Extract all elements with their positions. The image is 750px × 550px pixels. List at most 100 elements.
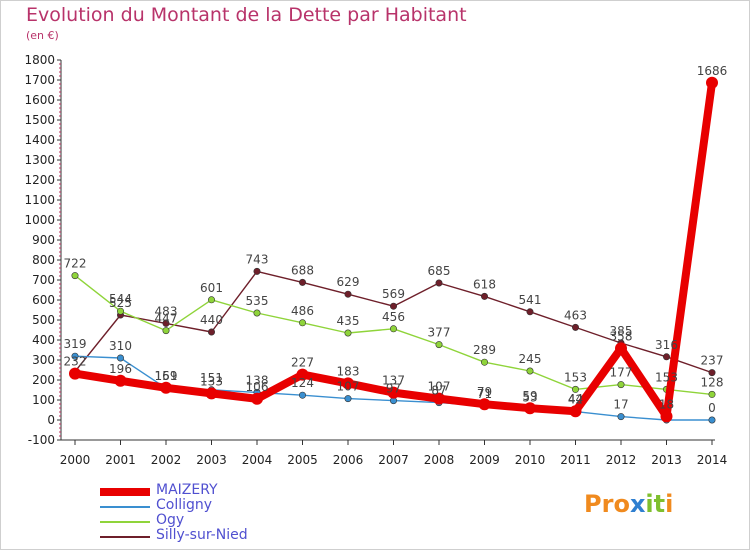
- data-point-maizery: [433, 392, 445, 405]
- data-label-ogy: 153: [655, 370, 678, 384]
- data-label-colligny: 107: [337, 380, 360, 394]
- data-label-ogy: 535: [246, 294, 269, 308]
- y-tick-label: 1100: [24, 193, 55, 207]
- data-point-silly-sur-nied: [435, 279, 443, 287]
- data-label-maizery: 137: [382, 374, 405, 388]
- logo-letter: o: [613, 490, 630, 518]
- data-label-ogy: 456: [382, 310, 405, 324]
- data-label-maizery: 79: [477, 385, 492, 399]
- data-point-maizery: [478, 398, 491, 411]
- data-label-maizery: 106: [246, 380, 269, 394]
- legend-item-ogy: Ogy: [100, 512, 300, 529]
- data-label-silly-sur-nied: 440: [200, 313, 223, 327]
- data-label-silly-sur-nied: 688: [291, 263, 314, 277]
- data-label-ogy: 128: [701, 375, 724, 389]
- data-label-colligny: 87: [431, 384, 446, 398]
- data-label-ogy: 601: [200, 281, 223, 295]
- chart-subtitle: (en €): [26, 29, 59, 42]
- data-label-maizery: 232: [64, 355, 87, 369]
- data-label-silly-sur-nied: 237: [701, 354, 724, 368]
- data-label-colligny: 53: [522, 390, 537, 404]
- data-label-ogy: 177: [610, 366, 633, 380]
- chart-title: Evolution du Montant de la Dette par Hab…: [26, 4, 467, 26]
- data-label-ogy: 722: [64, 257, 87, 271]
- data-point-ogy: [117, 307, 125, 315]
- data-label-silly-sur-nied: 743: [246, 252, 269, 266]
- x-tick-label: 2012: [606, 453, 637, 467]
- y-tick-label: 500: [32, 313, 55, 327]
- data-point-silly-sur-nied: [526, 308, 534, 316]
- legend-label-silly-sur-nied: Silly-sur-Nied: [156, 527, 248, 543]
- data-label-maizery: 196: [109, 362, 132, 376]
- y-tick-label: 600: [32, 293, 55, 307]
- x-tick-label: 2003: [196, 453, 227, 467]
- x-tick-label: 2007: [378, 453, 409, 467]
- data-point-maizery: [114, 374, 127, 387]
- data-point-silly-sur-nied: [253, 267, 261, 275]
- data-label-maizery: 227: [291, 356, 314, 370]
- data-label-silly-sur-nied: 316: [655, 338, 678, 352]
- data-label-colligny: 138: [246, 373, 269, 387]
- y-tick-label: 900: [32, 233, 55, 247]
- data-label-colligny: 124: [291, 376, 314, 390]
- data-point-ogy: [526, 367, 534, 375]
- x-tick-label: 2006: [333, 453, 364, 467]
- x-tick-label: 2004: [242, 453, 273, 467]
- data-label-ogy: 153: [564, 370, 587, 384]
- data-point-silly-sur-nied: [298, 278, 306, 286]
- x-tick-label: 2009: [469, 453, 500, 467]
- legend-label-colligny: Colligny: [156, 497, 213, 513]
- data-label-colligny: 319: [64, 337, 87, 351]
- y-tick-label: 700: [32, 273, 55, 287]
- data-label-colligny: 159: [155, 369, 178, 383]
- data-point-ogy: [162, 327, 170, 335]
- data-point-maizery: [205, 387, 218, 400]
- data-label-ogy: 245: [519, 352, 542, 366]
- legend-swatch-maizery: [100, 488, 150, 496]
- y-tick-label: 1200: [24, 173, 55, 187]
- data-point-maizery: [706, 76, 718, 89]
- legend-swatch-silly-sur-nied: [100, 536, 150, 538]
- data-point-maizery: [387, 386, 400, 399]
- data-point-maizery: [160, 381, 172, 394]
- data-label-colligny: 0: [708, 401, 716, 415]
- data-label-maizery: 161: [155, 369, 178, 383]
- data-point-ogy: [617, 381, 625, 389]
- x-tick-label: 2005: [287, 453, 318, 467]
- legend-swatch-ogy: [100, 521, 150, 523]
- data-point-colligny: [71, 352, 79, 360]
- data-point-maizery: [660, 410, 673, 423]
- data-label-colligny: 151: [200, 371, 223, 385]
- data-label-maizery: 183: [337, 364, 360, 378]
- data-point-silly-sur-nied: [480, 292, 488, 300]
- legend: MAIZERY Colligny Ogy Silly-sur-Nied: [100, 482, 300, 544]
- data-label-silly-sur-nied: 541: [519, 293, 542, 307]
- data-label-colligny: 310: [109, 339, 132, 353]
- data-point-colligny: [298, 391, 306, 399]
- x-tick-label: 2008: [424, 453, 455, 467]
- legend-item-silly-sur-nied: Silly-sur-Nied: [100, 527, 300, 544]
- y-tick-label: 1500: [24, 113, 55, 127]
- data-point-silly-sur-nied: [708, 369, 716, 377]
- data-label-maizery: 107: [428, 380, 451, 394]
- data-label-ogy: 486: [291, 304, 314, 318]
- data-point-silly-sur-nied: [571, 323, 579, 331]
- data-label-silly-sur-nied: 525: [109, 296, 132, 310]
- x-tick-label: 2013: [651, 453, 682, 467]
- legend-label-ogy: Ogy: [156, 512, 185, 528]
- data-label-silly-sur-nied: 483: [155, 304, 178, 318]
- y-tick-label: 400: [32, 333, 55, 347]
- legend-label-maizery: MAIZERY: [156, 482, 218, 498]
- logo-letter: i: [645, 490, 654, 518]
- y-tick-label: -100: [28, 433, 55, 447]
- data-point-silly-sur-nied: [389, 302, 397, 310]
- data-point-maizery: [524, 402, 536, 415]
- y-tick-label: 200: [32, 373, 55, 387]
- data-label-maizery: 59: [522, 389, 537, 403]
- data-label-colligny: 17: [613, 398, 628, 412]
- y-tick-label: 1300: [24, 153, 55, 167]
- data-point-silly-sur-nied: [162, 319, 170, 327]
- logo-letter: P: [584, 490, 602, 518]
- data-label-ogy: 289: [473, 343, 496, 357]
